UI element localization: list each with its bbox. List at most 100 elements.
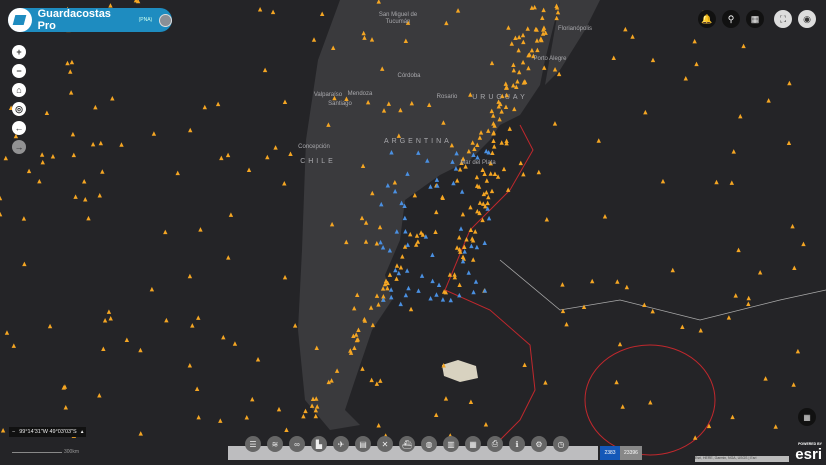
vessel-marker[interactable] [560, 308, 566, 314]
vessel-marker[interactable] [457, 167, 463, 172]
vessel-marker[interactable] [532, 4, 537, 10]
vessel-marker[interactable] [698, 327, 703, 333]
vessel-marker[interactable] [543, 30, 548, 35]
vessel-marker[interactable] [309, 403, 315, 408]
vessel-marker[interactable] [443, 396, 449, 401]
vessel-marker[interactable] [525, 26, 530, 31]
home-button[interactable]: ⌂ [12, 83, 26, 97]
vessel-marker[interactable] [408, 306, 414, 312]
vessel-marker[interactable] [413, 242, 419, 247]
vessel-marker[interactable] [448, 297, 453, 303]
vessel-marker[interactable] [427, 102, 432, 108]
vessel-marker[interactable] [108, 3, 113, 8]
vessel-marker[interactable] [529, 5, 535, 10]
vessel-marker[interactable] [441, 363, 446, 368]
vessel-marker[interactable] [766, 98, 771, 103]
vessel-marker[interactable] [511, 83, 516, 88]
vessel-marker[interactable] [376, 302, 381, 307]
vessel-marker[interactable] [368, 305, 374, 310]
vessel-marker[interactable] [714, 179, 719, 185]
vessel-marker[interactable] [496, 103, 502, 109]
vessel-marker[interactable] [526, 65, 531, 71]
vessel-marker[interactable] [552, 121, 558, 126]
vessel-marker[interactable] [648, 400, 653, 405]
vessel-marker[interactable] [486, 128, 491, 133]
vessel-marker[interactable] [86, 215, 91, 221]
vessel-marker[interactable] [474, 244, 480, 250]
vessel-marker[interactable] [82, 179, 87, 184]
vessel-marker[interactable] [151, 131, 157, 136]
vessel-marker[interactable] [449, 142, 455, 148]
vessel-marker[interactable] [124, 337, 130, 343]
vessel-marker[interactable] [692, 38, 697, 44]
vessel-marker[interactable] [440, 195, 445, 200]
vessel-marker[interactable] [403, 292, 409, 298]
vessel-marker[interactable] [482, 171, 487, 176]
vessel-marker[interactable] [489, 60, 495, 66]
vessel-marker[interactable] [187, 273, 193, 279]
vessel-marker[interactable] [470, 140, 475, 145]
printer-icon[interactable]: ⎙ [487, 436, 503, 452]
vessel-marker[interactable] [614, 379, 619, 385]
vessel-marker[interactable] [706, 423, 712, 429]
vessel-marker[interactable] [194, 386, 200, 392]
vessel-marker[interactable] [257, 6, 263, 12]
vessel-marker[interactable] [484, 148, 489, 154]
report-icon[interactable]: ▦ [465, 436, 481, 452]
vessel-marker[interactable] [481, 201, 486, 206]
vessel-marker[interactable] [3, 155, 8, 161]
vessel-marker[interactable] [615, 279, 620, 284]
vessel-marker[interactable] [428, 296, 433, 301]
vessel-marker[interactable] [491, 113, 496, 118]
vessel-marker[interactable] [344, 96, 349, 101]
vessel-marker[interactable] [486, 149, 491, 155]
vessel-marker[interactable] [471, 289, 476, 295]
vessel-marker[interactable] [620, 404, 625, 409]
vessel-marker[interactable] [399, 200, 404, 206]
vessel-marker[interactable] [529, 47, 535, 53]
forward-button[interactable]: → [12, 140, 26, 154]
vessel-marker[interactable] [736, 247, 741, 253]
vessel-marker[interactable] [400, 254, 405, 259]
vessel-marker[interactable] [596, 138, 601, 143]
vessel-marker[interactable] [382, 281, 388, 287]
vessel-marker[interactable] [434, 177, 440, 182]
vessel-marker[interactable] [423, 234, 429, 239]
vessel-marker[interactable] [746, 301, 751, 306]
coords-prev-icon[interactable]: − [12, 429, 16, 435]
vessel-marker[interactable] [22, 261, 27, 267]
vessel-marker[interactable] [387, 248, 393, 253]
settings-icon[interactable]: ⚙ [531, 436, 547, 452]
vessel-marker[interactable] [406, 285, 411, 291]
vessel-marker[interactable] [386, 101, 392, 106]
vessel-marker[interactable] [499, 140, 504, 145]
vessel-marker[interactable] [516, 47, 521, 53]
vessel-marker[interactable] [0, 211, 3, 217]
vessel-marker[interactable] [485, 206, 490, 211]
vessel-marker[interactable] [521, 171, 526, 177]
vessel-marker[interactable] [376, 423, 381, 428]
vessel-marker[interactable] [370, 190, 375, 196]
vessel-marker[interactable] [630, 34, 635, 39]
back-button[interactable]: ← [12, 121, 26, 135]
vessel-marker[interactable] [402, 244, 408, 249]
vessel-marker[interactable] [393, 267, 398, 273]
vessel-marker[interactable] [515, 79, 520, 84]
vessel-marker[interactable] [795, 348, 801, 354]
vessel-marker[interactable] [292, 323, 298, 328]
vessel-marker[interactable] [376, 0, 381, 4]
vessel-marker[interactable] [617, 341, 623, 347]
vessel-marker[interactable] [473, 279, 479, 284]
vessel-marker[interactable] [403, 38, 409, 43]
vessel-marker[interactable] [26, 168, 32, 174]
vessel-marker[interactable] [483, 203, 488, 209]
vessel-marker[interactable] [451, 180, 456, 186]
vessel-marker[interactable] [503, 104, 509, 109]
vessel-marker[interactable] [360, 366, 365, 371]
vessel-marker[interactable] [219, 155, 224, 161]
vessel-marker[interactable] [138, 431, 143, 436]
vessel-marker[interactable] [405, 242, 410, 247]
vessel-marker[interactable] [463, 164, 468, 169]
vessel-marker[interactable] [503, 81, 508, 86]
vessel-marker[interactable] [457, 282, 462, 288]
